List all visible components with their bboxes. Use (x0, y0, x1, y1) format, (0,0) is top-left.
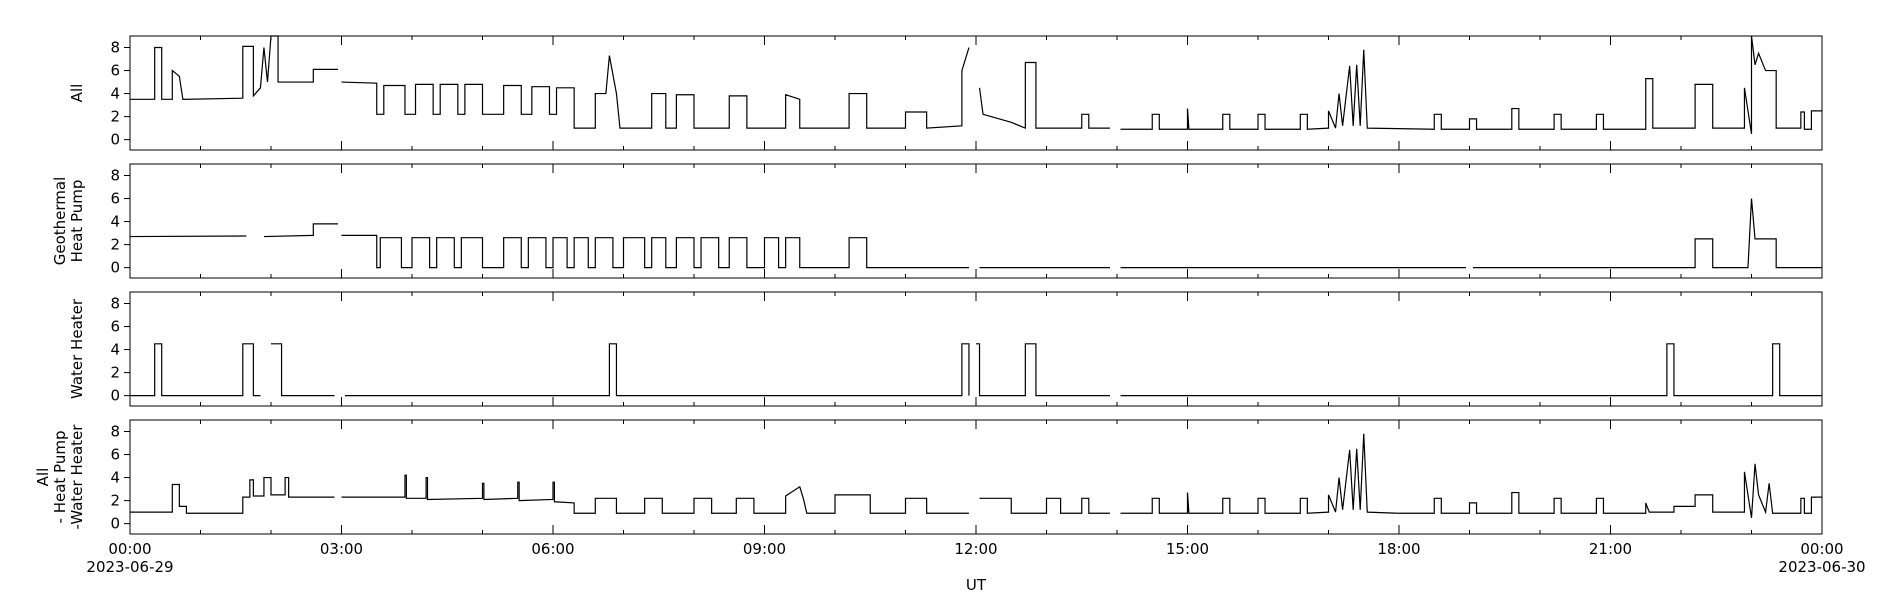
x-tick-label: 21:00 (1589, 540, 1632, 558)
x-tick-label: 15:00 (1166, 540, 1209, 558)
y-tick-label: 0 (110, 387, 120, 405)
y-tick-label: 6 (110, 190, 120, 208)
x-tick-label: 12:00 (954, 540, 997, 558)
plot-frame (129, 419, 1823, 535)
y-tick-label: 8 (110, 423, 120, 441)
y-tick-label: 4 (110, 341, 120, 359)
y-tick-label: 2 (110, 492, 120, 510)
y-axis-label: All (68, 84, 86, 103)
y-tick-label: 4 (110, 469, 120, 487)
y-tick-label: 8 (110, 167, 120, 185)
x-tick-label: 18:00 (1377, 540, 1420, 558)
y-axis-label: -Water Heater (68, 424, 86, 530)
y-tick-label: 0 (110, 515, 120, 533)
x-tick-label: 09:00 (743, 540, 786, 558)
data-line (129, 198, 1822, 269)
x-tick-label: 06:00 (531, 540, 574, 558)
plot-frame (129, 163, 1823, 279)
y-tick-label: 0 (110, 131, 120, 149)
y-tick-label: 4 (110, 213, 120, 231)
y-axis-label: Geothermal (51, 177, 69, 266)
data-line (130, 433, 1822, 518)
y-tick-label: 6 (110, 318, 120, 336)
y-tick-label: 8 (110, 39, 120, 57)
plot-frame (129, 291, 1823, 407)
x-tick-label: 03:00 (320, 540, 363, 558)
x-tick-label: 00:00 (108, 540, 151, 558)
data-line (130, 343, 1822, 397)
y-tick-label: 2 (110, 108, 120, 126)
y-tick-label: 6 (110, 62, 120, 80)
x-date-label: 2023-06-29 (86, 558, 173, 576)
y-tick-label: 2 (110, 364, 120, 382)
y-axis-label: - Heat Pump (51, 431, 69, 524)
y-tick-label: 4 (110, 85, 120, 103)
y-axis-label: Water Heater (68, 298, 86, 399)
y-tick-label: 6 (110, 446, 120, 464)
y-axis-label: Heat Pump (68, 180, 86, 263)
y-axis-label: All (34, 468, 52, 487)
x-axis-label: UT (966, 576, 987, 594)
x-tick-label: 00:00 (1800, 540, 1843, 558)
data-line (130, 35, 1822, 134)
y-tick-label: 2 (110, 236, 120, 254)
y-tick-label: 8 (110, 295, 120, 313)
x-date-label: 2023-06-30 (1778, 558, 1865, 576)
y-tick-label: 0 (110, 259, 120, 277)
